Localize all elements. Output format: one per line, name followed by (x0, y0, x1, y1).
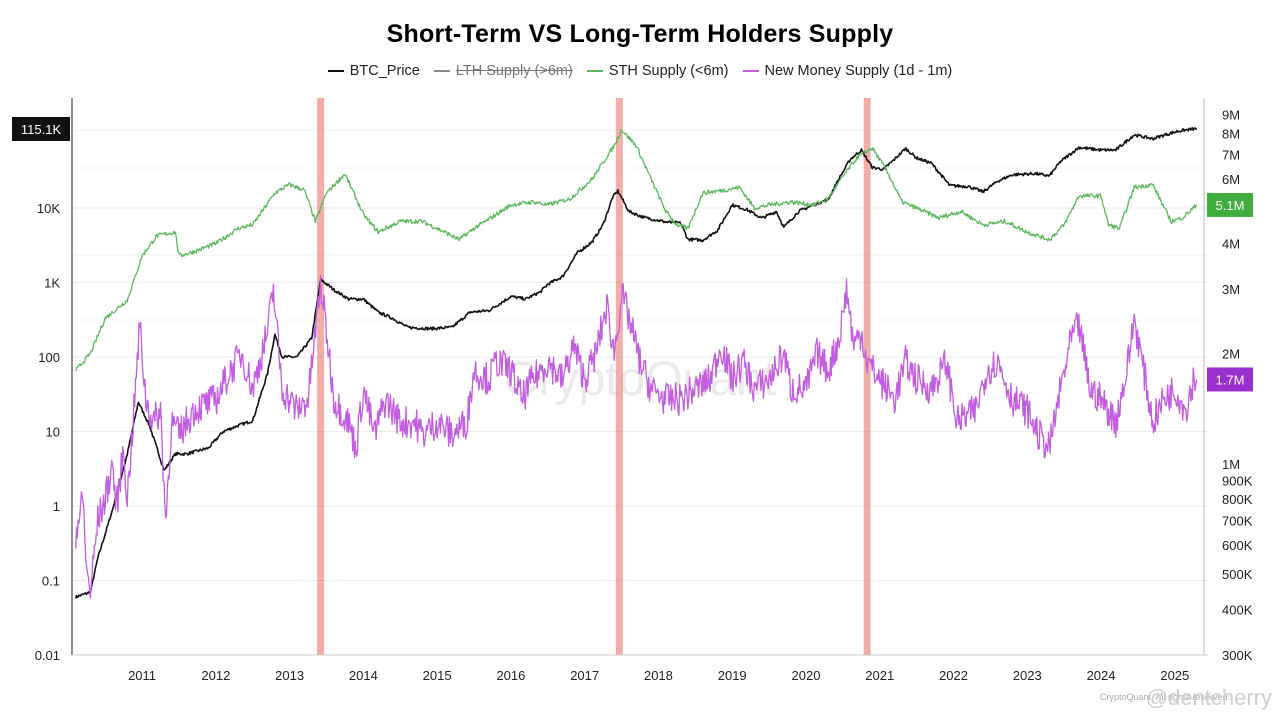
x-tick-label: 2023 (1013, 668, 1042, 683)
right-tick-label: 700K (1222, 513, 1253, 528)
legend-swatch (742, 70, 759, 72)
highlight-band (615, 98, 623, 655)
left-tick-label: 100 (38, 350, 60, 365)
legend-label: LTH Supply (>6m) (455, 63, 573, 79)
right-tick-label: 500K (1222, 567, 1253, 582)
x-tick-label: 2016 (496, 668, 525, 683)
value-badge (1207, 367, 1253, 392)
x-tick-label: 2018 (644, 668, 673, 683)
right-tick-label: 7M (1222, 148, 1240, 163)
legend-item[interactable]: LTH Supply (>6m) (433, 63, 573, 79)
legend-item[interactable]: STH Supply (<6m) (586, 63, 729, 79)
x-tick-label: 2022 (939, 668, 968, 683)
series-line (75, 275, 1198, 599)
right-tick-label: 1M (1222, 457, 1240, 472)
x-tick-label: 2024 (1087, 668, 1116, 683)
value-badge-label: 115.1K (21, 122, 62, 137)
value-badge-label: 5.1M (1216, 198, 1245, 213)
left-tick-label: 1 (53, 499, 60, 514)
highlight-band (863, 98, 871, 655)
x-tick-label: 2017 (570, 668, 599, 683)
left-tick-label: 10 (46, 425, 60, 440)
chart-title: Short-Term VS Long-Term Holders Supply (386, 20, 894, 48)
right-tick-label: 3M (1222, 282, 1240, 297)
source-note: CryptoQuant. All rights reserved. (1100, 692, 1230, 702)
right-tick-label: 8M (1222, 126, 1240, 141)
legend-item[interactable]: BTC_Price (327, 63, 420, 79)
x-tick-label: 2014 (349, 668, 378, 683)
x-tick-label: 2020 (792, 668, 821, 683)
right-tick-label: 2M (1222, 347, 1240, 362)
left-tick-label: 1K (44, 276, 60, 291)
highlight-band (317, 98, 325, 655)
value-badge (1207, 192, 1253, 217)
x-tick-label: 2013 (275, 668, 304, 683)
right-tick-label: 600K (1222, 538, 1253, 553)
x-tick-label: 2019 (718, 668, 747, 683)
right-tick-label: 6M (1222, 172, 1240, 187)
x-tick-label: 2015 (423, 668, 452, 683)
legend-item[interactable]: New Money Supply (1d - 1m) (742, 63, 953, 79)
right-tick-label: 4M (1222, 237, 1240, 252)
legend-label: BTC_Price (349, 63, 420, 79)
legend: BTC_Price LTH Supply (>6m) STH Supply (<6m… (0, 63, 1280, 79)
series-line (75, 129, 1198, 372)
x-tick-label: 2025 (1160, 668, 1189, 683)
x-tick-label: 2011 (128, 668, 156, 683)
legend-label: New Money Supply (1d - 1m) (764, 63, 953, 79)
value-badge (12, 116, 70, 141)
x-tick-label: 2021 (865, 668, 894, 683)
credit-text: @dentcherry (1146, 685, 1272, 710)
right-tick-label: 900K (1222, 473, 1253, 488)
legend-label: STH Supply (<6m) (608, 63, 729, 79)
x-tick-label: 2012 (201, 668, 230, 683)
left-tick-label: 0.01 (35, 648, 60, 663)
right-tick-label: 800K (1222, 492, 1253, 507)
right-tick-label: 400K (1222, 602, 1253, 617)
legend-swatch (327, 70, 344, 72)
value-badge-label: 1.7M (1216, 372, 1245, 387)
legend-swatch (433, 70, 450, 72)
right-tick-label: 9M (1222, 108, 1240, 123)
left-tick-label: 10K (37, 201, 60, 216)
series-line (74, 127, 1198, 599)
left-tick-label: 0.1 (42, 574, 60, 589)
legend-swatch (586, 70, 603, 72)
right-tick-label: 300K (1222, 648, 1253, 663)
